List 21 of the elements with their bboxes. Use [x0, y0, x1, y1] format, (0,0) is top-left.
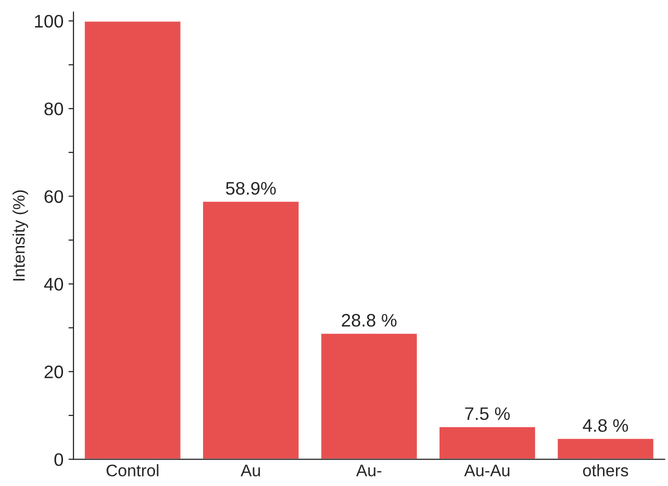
- data-label: 28.8 %: [342, 314, 397, 327]
- data-label: 4.8 %: [582, 419, 628, 432]
- y-tick-label: 60: [44, 190, 64, 203]
- y-tick-label: 80: [44, 102, 64, 116]
- y-tick-label: 40: [44, 278, 64, 291]
- x-tick-label: others: [583, 464, 628, 476]
- data-label: 58.9%: [226, 182, 276, 195]
- bar: [438, 426, 536, 460]
- x-tick-label: Au-: [356, 464, 382, 476]
- y-tick-label: 20: [44, 366, 64, 378]
- y-axis-title: Intensity (%): [12, 190, 28, 280]
- y-tick-label: 100: [35, 14, 64, 28]
- data-label: 7.5 %: [465, 407, 510, 420]
- bar: [83, 20, 182, 460]
- x-tick-label: Au-Au: [464, 464, 510, 476]
- x-tick-label: Au: [240, 464, 260, 476]
- y-tick-label: 0: [54, 453, 64, 466]
- bar: [556, 438, 655, 460]
- bar: [202, 200, 300, 460]
- bar: [320, 332, 418, 460]
- x-tick-label: Control: [106, 464, 158, 476]
